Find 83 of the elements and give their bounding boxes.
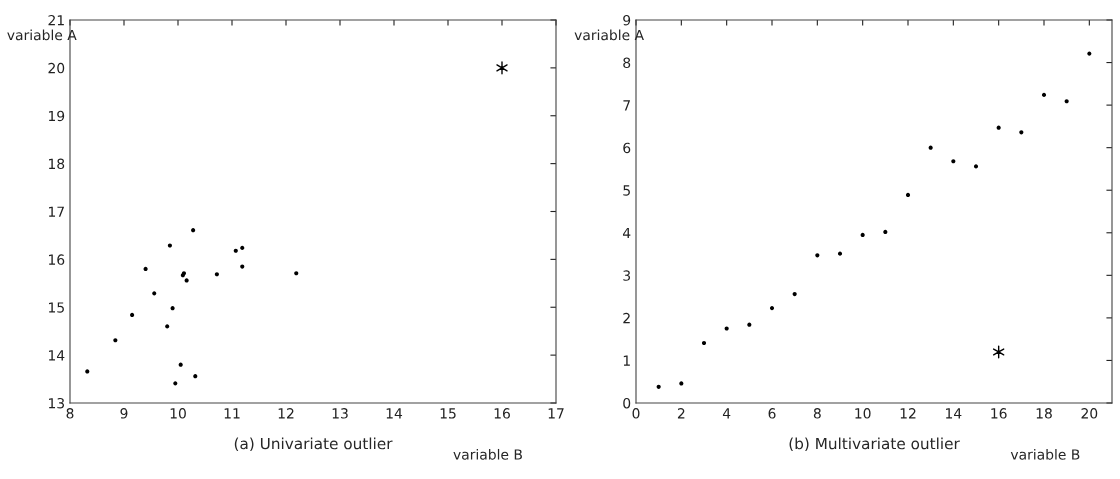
point	[170, 306, 175, 311]
x-tick-label: 8	[66, 408, 74, 419]
point	[883, 229, 888, 235]
y-tick-label: 15	[48, 302, 64, 313]
x-tick-label: 0	[632, 408, 640, 419]
point	[167, 243, 172, 248]
y-tick-label: 4	[622, 227, 631, 239]
text: (b) Multivariate outlier	[789, 437, 960, 452]
point	[130, 312, 135, 317]
x-tick-label: 12	[900, 408, 916, 419]
x-tick-label: 10	[855, 408, 871, 419]
y-tick-label: 13	[48, 397, 65, 409]
y-tick-label: 16	[48, 254, 65, 265]
point	[996, 125, 1001, 130]
x-tick-label: 17	[548, 408, 564, 419]
point	[233, 248, 238, 253]
x-tick-label: 18	[1036, 408, 1052, 419]
text: (a) Univariate outlier	[234, 437, 393, 452]
x-tick-label: 16	[991, 408, 1007, 419]
point	[152, 291, 157, 296]
point	[860, 232, 865, 237]
point	[792, 291, 797, 297]
y-tick-label: 2	[623, 312, 630, 324]
x-tick-label: 11	[224, 408, 240, 419]
point	[191, 228, 196, 233]
y-axis-title: variable A	[574, 29, 644, 41]
point	[496, 61, 508, 75]
y-tick-label: 9	[623, 14, 631, 26]
x-tick-label: 4	[722, 408, 731, 419]
point	[85, 369, 90, 374]
point	[837, 251, 843, 256]
y-tick-label: 5	[623, 185, 630, 196]
point	[193, 374, 198, 379]
point	[214, 272, 219, 277]
y-tick-label: 14	[48, 350, 65, 361]
point	[992, 345, 1005, 359]
x-tick-label: 15	[440, 408, 456, 419]
point	[1087, 51, 1092, 56]
y-tick-label: 3	[623, 270, 631, 281]
point	[178, 362, 183, 367]
point	[679, 381, 684, 386]
point	[294, 271, 299, 276]
y-axis-title: variable A	[7, 29, 77, 41]
point	[1041, 92, 1047, 97]
x-axis-title: variable B	[1010, 448, 1080, 460]
y-tick-label: 1	[623, 355, 630, 366]
point	[973, 164, 979, 169]
x-tick-label: 6	[768, 408, 776, 419]
point	[951, 159, 956, 164]
point	[769, 306, 775, 311]
x-tick-label: 13	[332, 408, 348, 419]
point	[747, 322, 752, 327]
y-tick-label: 18	[48, 158, 65, 170]
y-tick-label: 17	[48, 206, 64, 217]
x-tick-label: 14	[386, 408, 403, 419]
y-tick-label: 0	[623, 397, 631, 409]
y-tick-label: 19	[48, 110, 65, 122]
y-tick-label: 8	[623, 57, 631, 69]
point	[656, 384, 661, 389]
x-axis-title: variable B	[453, 448, 522, 460]
x-tick-label: 20	[1081, 408, 1098, 419]
y-tick-label: 7	[623, 100, 630, 111]
y-tick-label: 20	[48, 62, 65, 74]
point	[173, 381, 178, 386]
x-tick-label: 10	[170, 408, 186, 419]
point	[240, 245, 245, 250]
x-tick-label: 8	[813, 408, 821, 419]
point	[1064, 99, 1069, 104]
point	[143, 266, 148, 272]
y-tick-label: 6	[623, 142, 631, 154]
point	[240, 264, 245, 269]
point	[113, 338, 118, 343]
point	[815, 253, 820, 258]
y-tick-label: 21	[48, 14, 64, 26]
x-tick-label: 2	[677, 408, 685, 419]
x-tick-label: 9	[120, 408, 128, 419]
point	[928, 145, 933, 150]
x-tick-label: 14	[946, 408, 962, 419]
x-tick-label: 12	[278, 408, 294, 419]
point	[905, 192, 911, 197]
point	[1019, 130, 1024, 135]
point	[165, 324, 170, 329]
x-tick-label: 16	[494, 408, 510, 419]
